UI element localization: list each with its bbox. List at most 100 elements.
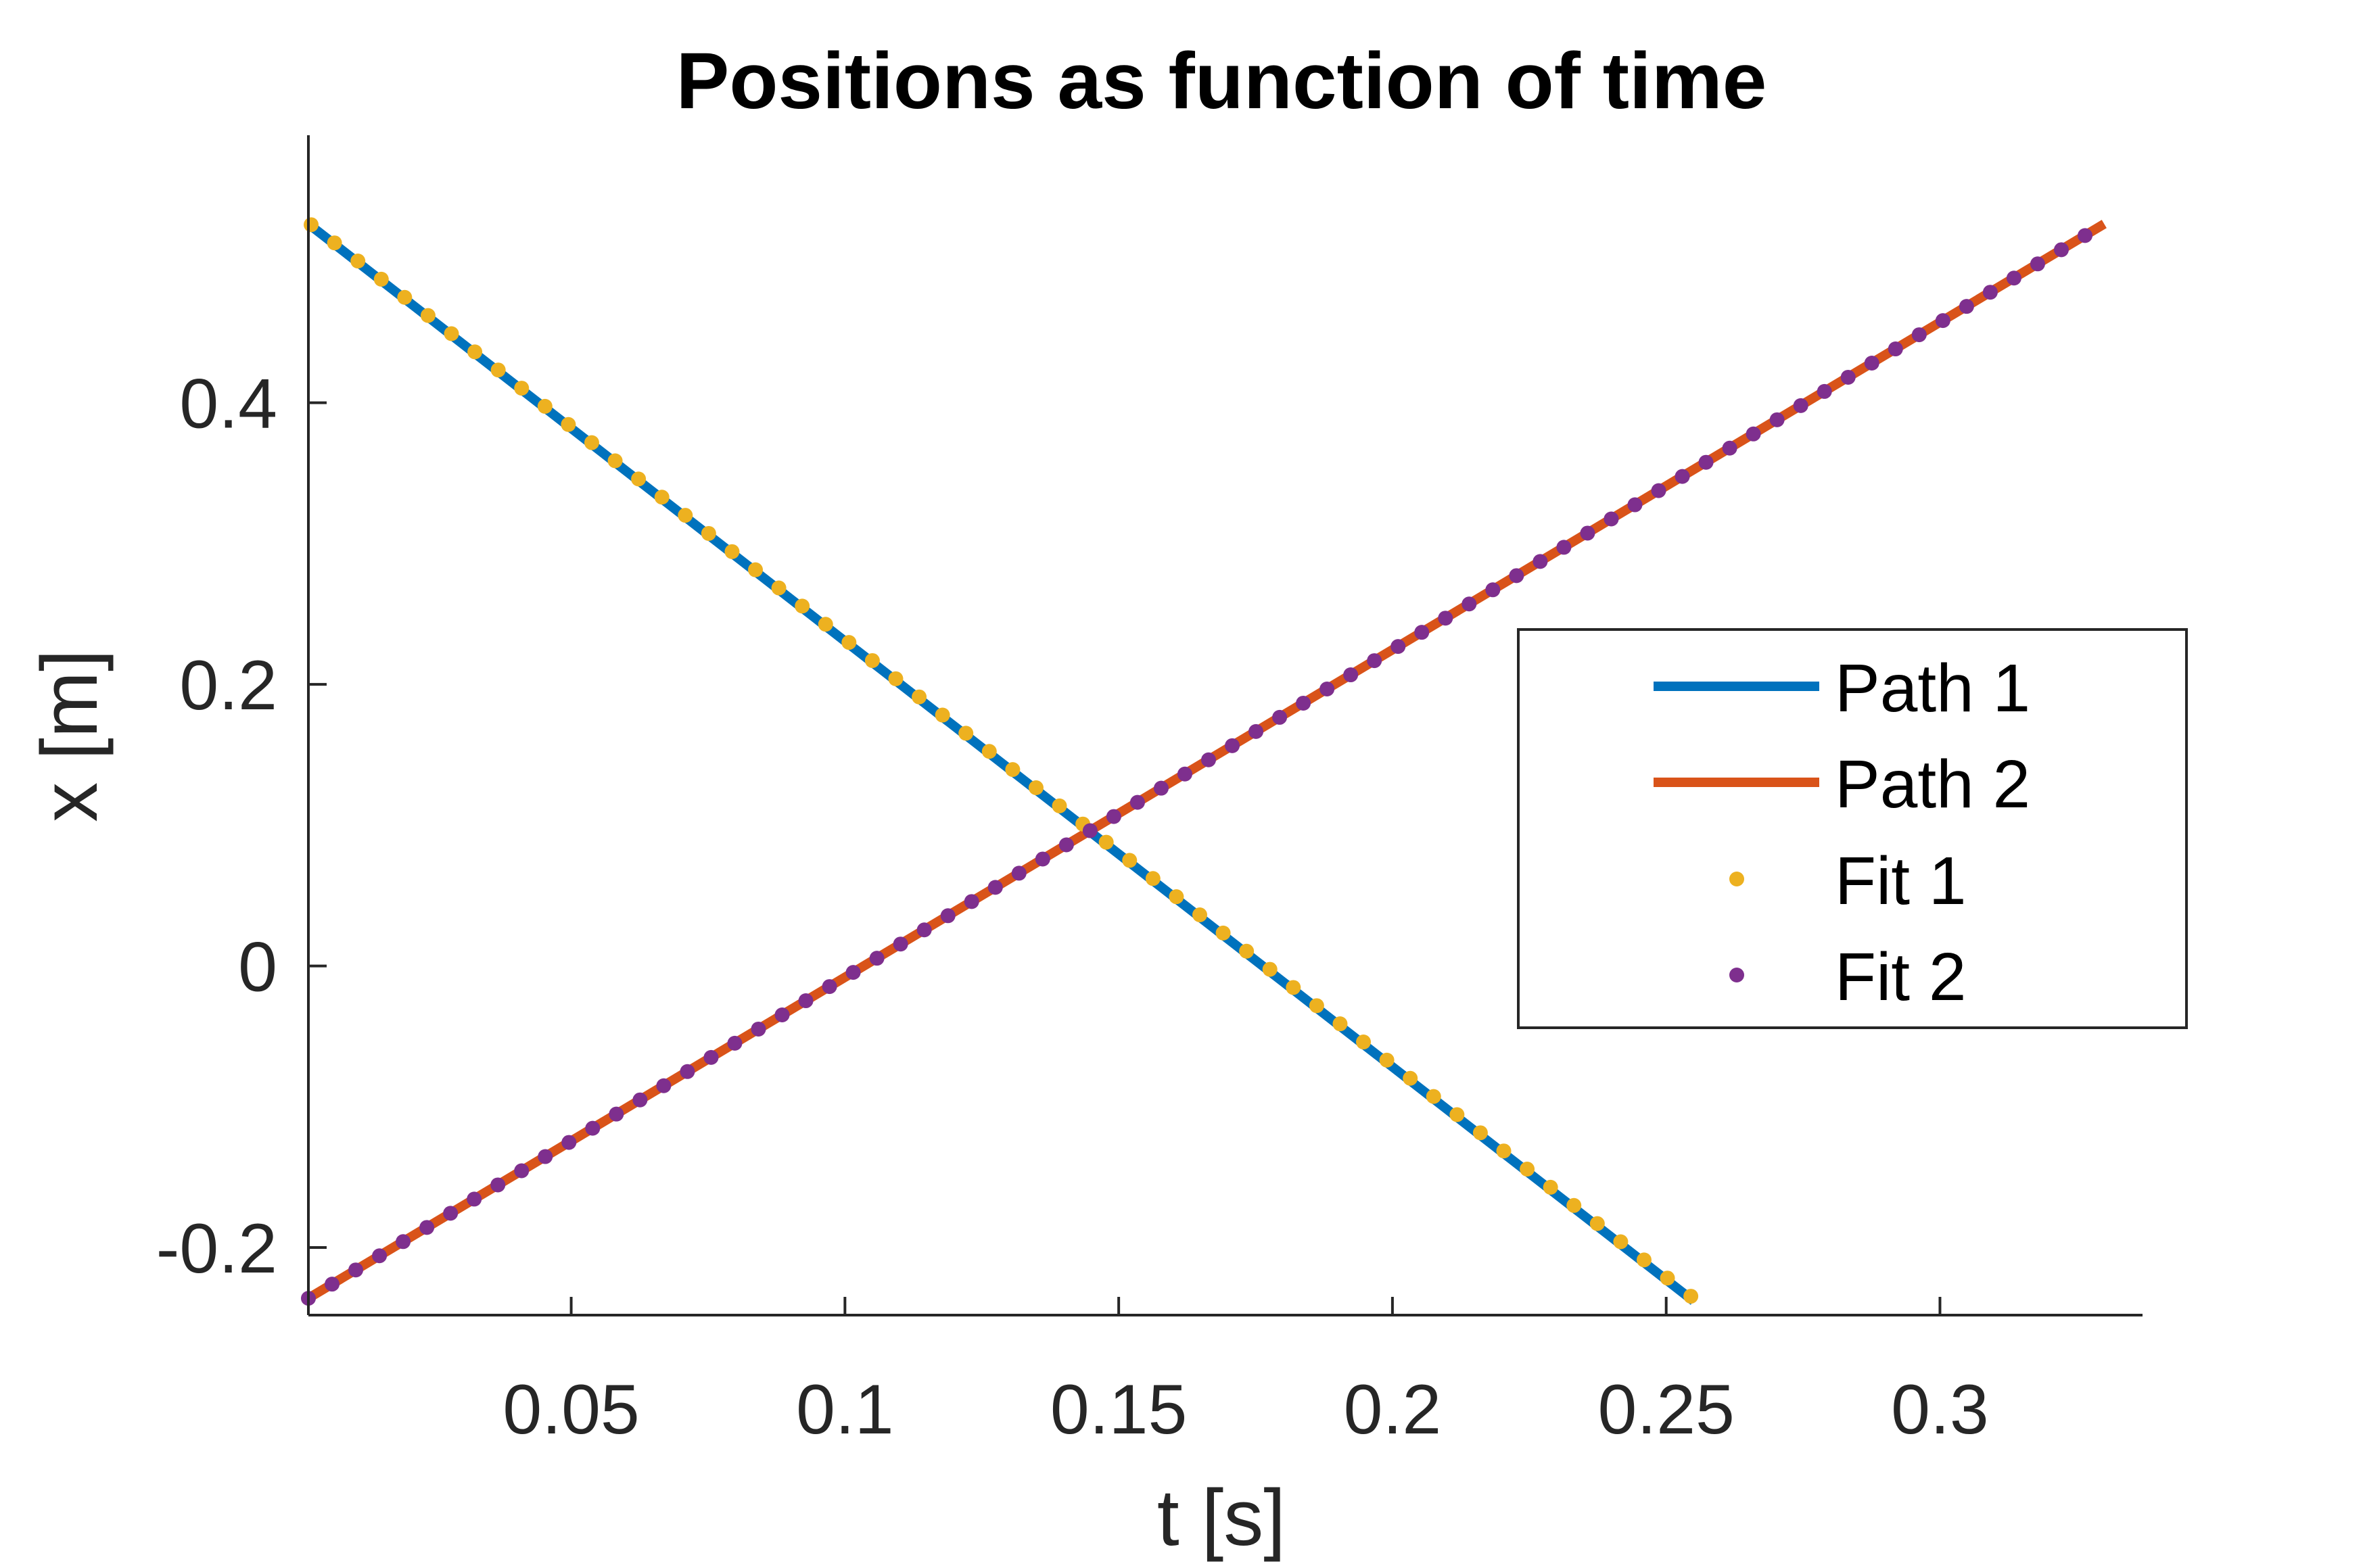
data-point-fit-1 xyxy=(1543,1179,1558,1195)
y-tick-label: 0.2 xyxy=(179,646,277,725)
data-point-fit-1 xyxy=(490,362,506,378)
data-point-fit-2 xyxy=(2053,242,2069,258)
data-point-fit-1 xyxy=(1379,1052,1395,1068)
data-point-fit-2 xyxy=(1533,554,1548,569)
legend-label-path-2: Path 2 xyxy=(1835,746,2030,822)
data-point-fit-2 xyxy=(561,1135,577,1150)
data-point-fit-2 xyxy=(1722,440,1737,456)
data-point-fit-1 xyxy=(701,525,716,541)
legend: Path 1 Path 2 Fit 1 Fit 2 xyxy=(1517,628,2188,1029)
data-point-fit-2 xyxy=(1580,525,1595,541)
data-point-fit-1 xyxy=(771,580,787,596)
data-point-fit-1 xyxy=(584,435,599,450)
data-point-fit-1 xyxy=(444,326,459,341)
data-point-fit-2 xyxy=(893,936,908,952)
data-point-fit-2 xyxy=(798,993,814,1009)
data-point-fit-2 xyxy=(1296,695,1311,711)
chart-title: Positions as function of time xyxy=(676,37,1767,126)
x-tick-label: 0.15 xyxy=(1050,1371,1187,1449)
data-point-fit-2 xyxy=(1935,313,1950,329)
data-point-fit-2 xyxy=(822,979,837,995)
data-point-fit-2 xyxy=(703,1049,719,1065)
data-point-fit-1 xyxy=(1683,1289,1699,1304)
data-point-fit-2 xyxy=(443,1206,459,1221)
data-point-fit-1 xyxy=(888,671,904,686)
data-point-fit-2 xyxy=(1153,780,1169,796)
x-tick-label: 0.3 xyxy=(1891,1371,1989,1449)
data-point-fit-1 xyxy=(935,707,950,723)
data-point-fit-2 xyxy=(1129,794,1145,810)
data-point-fit-1 xyxy=(1169,889,1184,905)
data-point-fit-2 xyxy=(1177,766,1192,782)
data-point-fit-2 xyxy=(1982,285,1998,300)
data-point-fit-1 xyxy=(841,635,857,650)
data-point-fit-1 xyxy=(350,254,366,269)
data-point-fit-1 xyxy=(304,217,319,233)
data-point-fit-2 xyxy=(632,1092,648,1108)
data-point-fit-1 xyxy=(1472,1125,1488,1141)
data-point-fit-2 xyxy=(325,1277,340,1292)
data-point-fit-1 xyxy=(795,598,810,614)
data-point-fit-2 xyxy=(348,1262,364,1278)
data-point-fit-2 xyxy=(1106,809,1121,824)
legend-box xyxy=(1517,628,2188,1029)
x-axis-label: t [s] xyxy=(1157,1473,1286,1563)
data-point-fit-1 xyxy=(818,617,833,632)
data-point-fit-2 xyxy=(656,1078,672,1093)
data-point-fit-2 xyxy=(1675,469,1690,484)
data-point-fit-1 xyxy=(1403,1070,1418,1086)
data-point-fit-2 xyxy=(1509,568,1524,584)
data-point-fit-1 xyxy=(607,453,623,469)
legend-swatch-fit-1 xyxy=(1729,872,1744,886)
legend-label-path-1: Path 1 xyxy=(1835,650,2030,726)
y-tick-label: 0 xyxy=(238,928,277,1007)
data-point-fit-2 xyxy=(774,1007,790,1022)
data-point-fit-2 xyxy=(727,1035,743,1051)
data-point-fit-2 xyxy=(1058,837,1074,853)
data-point-fit-2 xyxy=(2030,256,2045,272)
data-point-fit-1 xyxy=(467,344,483,360)
data-point-fit-2 xyxy=(1864,355,1879,371)
data-point-fit-1 xyxy=(1613,1234,1629,1250)
data-point-fit-1 xyxy=(654,490,670,505)
data-point-fit-1 xyxy=(1215,925,1231,941)
data-point-fit-1 xyxy=(1636,1252,1652,1268)
legend-label-fit-1: Fit 1 xyxy=(1835,843,1966,919)
data-point-fit-2 xyxy=(372,1248,388,1264)
plot-area xyxy=(301,217,2107,1306)
data-point-fit-1 xyxy=(864,652,880,668)
data-point-fit-2 xyxy=(680,1064,695,1079)
data-point-fit-1 xyxy=(1449,1107,1465,1122)
data-point-fit-2 xyxy=(940,908,956,924)
data-point-fit-2 xyxy=(609,1106,624,1122)
y-tick-label: 0.4 xyxy=(179,365,277,444)
data-point-fit-2 xyxy=(396,1234,411,1250)
data-point-fit-1 xyxy=(1286,980,1301,995)
data-point-fit-1 xyxy=(981,744,997,759)
data-point-fit-2 xyxy=(1888,341,1903,357)
data-point-fit-2 xyxy=(1698,454,1714,470)
data-point-fit-2 xyxy=(1367,653,1382,669)
data-point-fit-2 xyxy=(1225,738,1240,753)
data-point-fit-1 xyxy=(561,417,576,432)
data-point-fit-2 xyxy=(845,965,861,980)
data-point-fit-2 xyxy=(1414,625,1430,640)
data-point-fit-2 xyxy=(1911,327,1927,343)
data-point-fit-2 xyxy=(1840,369,1856,385)
data-point-fit-2 xyxy=(1035,851,1050,867)
data-point-fit-2 xyxy=(1651,483,1666,498)
data-point-fit-1 xyxy=(1589,1216,1605,1231)
data-point-fit-2 xyxy=(1343,667,1359,683)
data-point-fit-2 xyxy=(1248,723,1264,739)
data-point-fit-2 xyxy=(1272,709,1288,725)
data-point-fit-2 xyxy=(490,1177,506,1193)
data-point-fit-1 xyxy=(1660,1270,1675,1286)
data-point-fit-2 xyxy=(1201,752,1217,767)
data-point-fit-1 xyxy=(327,235,342,251)
legend-label-fit-2: Fit 2 xyxy=(1835,939,1966,1015)
data-point-fit-1 xyxy=(678,508,693,523)
data-point-fit-2 xyxy=(1461,596,1477,612)
axes: 0.05 0.1 0.15 0.2 0.25 0.3 -0.2 0 0.2 0.4 xyxy=(156,135,2143,1449)
data-point-fit-2 xyxy=(987,880,1003,895)
